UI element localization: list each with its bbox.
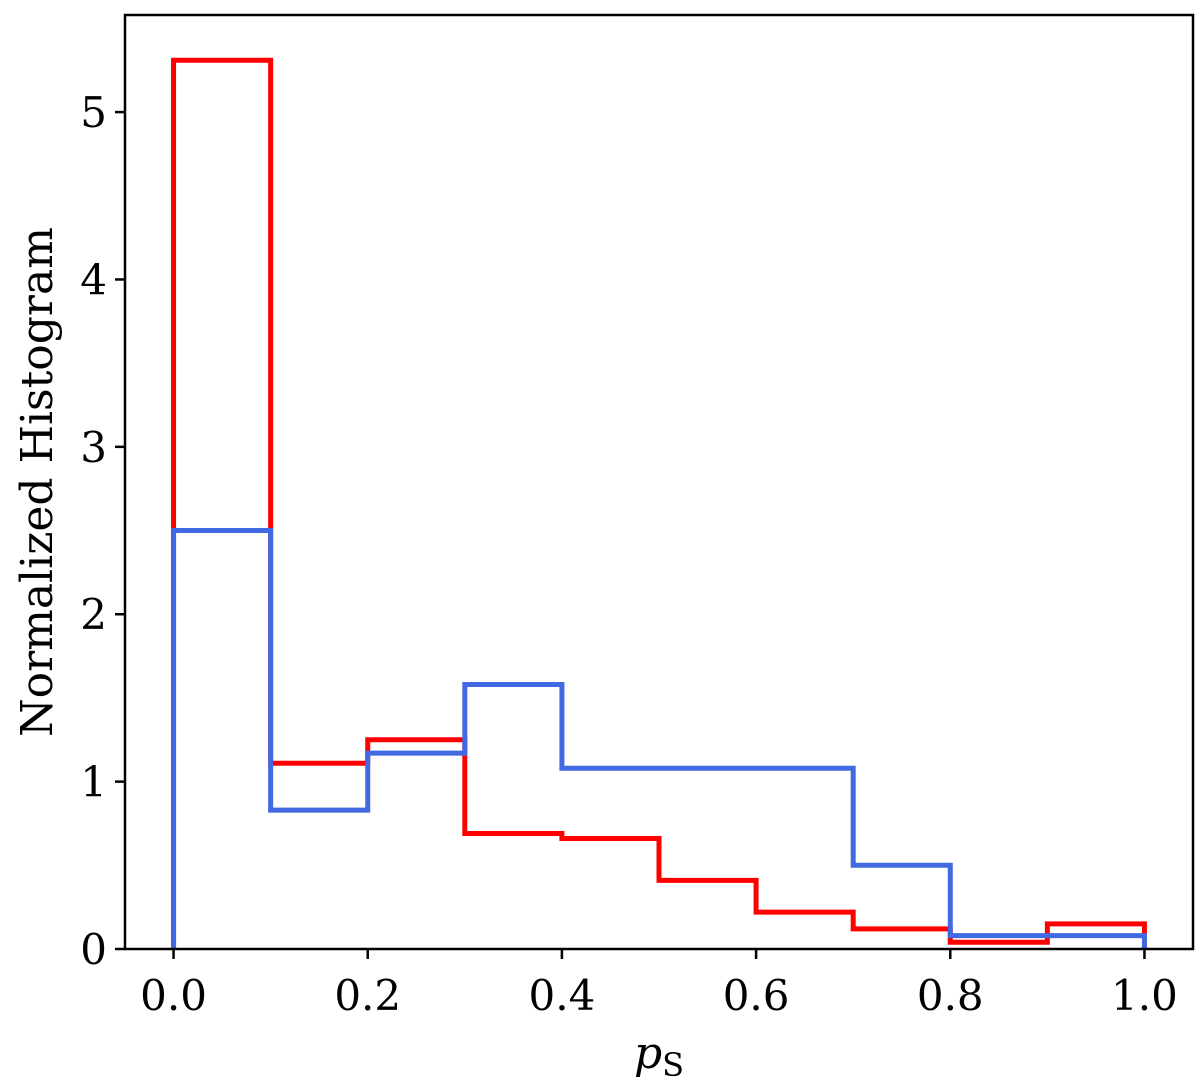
x-axis-label: pS <box>634 1028 684 1082</box>
x-tick-label: 0.4 <box>529 971 596 1020</box>
plot-frame <box>123 13 1195 951</box>
y-axis: 0 1 2 3 4 5 <box>80 88 125 974</box>
x-tick-label: 0.2 <box>334 971 401 1020</box>
y-tick-label: 0 <box>80 925 107 974</box>
x-tick-label: 0.8 <box>917 971 984 1020</box>
x-axis: 0.0 0.2 0.4 0.6 0.8 1.0 <box>140 949 1178 1020</box>
x-tick-label: 0.6 <box>723 971 790 1020</box>
y-tick-label: 1 <box>80 758 107 807</box>
y-tick-label: 3 <box>80 423 107 472</box>
series-1-step-line <box>171 57 1147 949</box>
x-tick-label: 1.0 <box>1111 971 1178 1020</box>
y-tick-label: 2 <box>80 590 107 639</box>
y-tick-label: 4 <box>80 255 107 304</box>
series-2-step-line <box>171 528 1147 949</box>
series-layer <box>171 57 1147 949</box>
y-tick-label: 5 <box>80 88 107 137</box>
y-axis-label: Normalized Histogram <box>12 227 63 737</box>
x-tick-label: 0.0 <box>140 971 207 1020</box>
